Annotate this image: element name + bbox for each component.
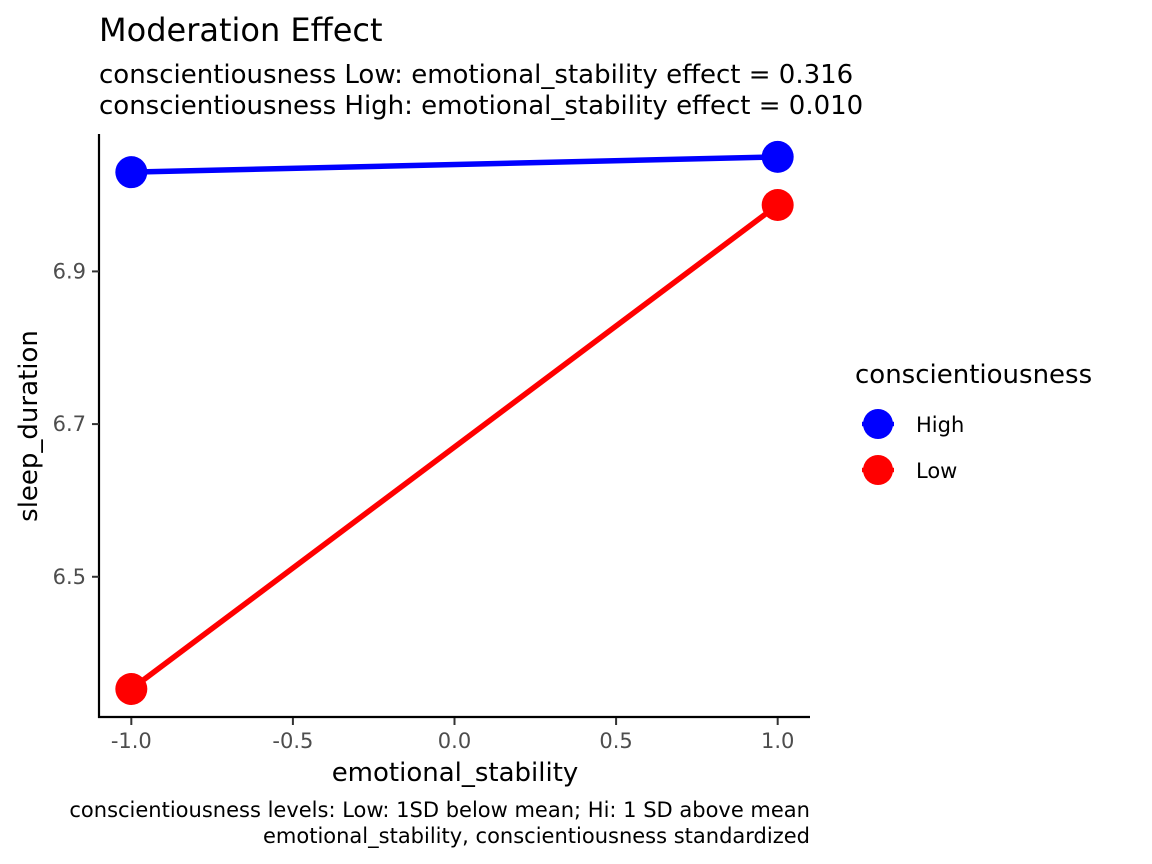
x-axis-title: emotional_stability: [332, 758, 579, 788]
x-tick-label: 0.0: [438, 729, 471, 753]
y-tick-label: 6.5: [53, 565, 86, 589]
data-point-low: [115, 672, 148, 705]
x-tick-label: -0.5: [272, 729, 313, 753]
y-axis-title: sleep_duration: [14, 330, 44, 522]
legend-key-low-marker: [863, 455, 893, 485]
legend-key-high-marker: [863, 409, 893, 439]
legend-title: conscientiousness: [855, 360, 1092, 390]
y-tick-label: 6.9: [53, 259, 86, 283]
series-line-high: [131, 154, 778, 175]
legend-label-high: High: [916, 413, 964, 437]
x-tick-label: -1.0: [111, 729, 152, 753]
y-ticks: 6.5 6.7 6.9: [53, 259, 99, 589]
x-tick-label: 1.0: [761, 729, 794, 753]
chart-title: Moderation Effect: [99, 11, 383, 49]
caption-line-1: conscientiousness levels: Low: 1SD below…: [69, 798, 810, 822]
chart-subtitle-line-2: conscientiousness High: emotional_stabil…: [99, 91, 863, 121]
caption-line-2: emotional_stability, conscientiousness s…: [263, 824, 810, 849]
legend: conscientiousness High Low: [855, 360, 1092, 485]
series-line-low: [129, 202, 780, 692]
data-point-high: [761, 140, 794, 173]
plot-area: [115, 140, 794, 705]
data-point-low: [761, 188, 794, 221]
data-point-high: [115, 156, 148, 189]
x-ticks: -1.0 -0.5 0.0 0.5 1.0: [111, 718, 794, 753]
x-tick-label: 0.5: [599, 729, 632, 753]
legend-label-low: Low: [916, 459, 957, 483]
y-tick-label: 6.7: [53, 412, 86, 436]
chart-subtitle-line-1: conscientiousness Low: emotional_stabili…: [99, 60, 853, 90]
